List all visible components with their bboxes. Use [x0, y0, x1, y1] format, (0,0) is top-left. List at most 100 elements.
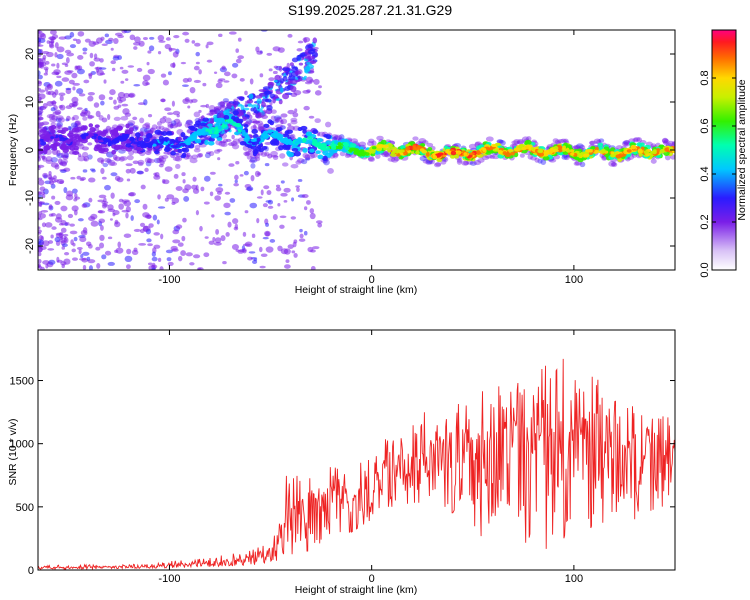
spectrogram-noise-cell [76, 88, 84, 95]
spectrogram-noise-cell [164, 107, 172, 112]
spectrogram-noise-cell [157, 206, 166, 209]
spectrogram-noise-cell [152, 262, 156, 268]
spectrogram-ridge-cell [113, 116, 121, 121]
spectrogram-ridge-cell [671, 141, 675, 147]
spectrogram-ridge-cell [76, 126, 83, 132]
spectrogram-noise-cell [121, 199, 130, 203]
spectrogram-noise-cell [80, 176, 86, 181]
spectrogram-noise-cell [123, 233, 132, 238]
spectrogram-branch-cell [284, 86, 291, 91]
spectrogram-noise-cell [38, 179, 45, 186]
spectrogram-noise-cell [40, 266, 45, 270]
spectrogram-ridge-cell [258, 123, 266, 129]
spectrogram-ridge-cell [62, 148, 69, 153]
spectrogram-ridge-cell [313, 142, 318, 147]
spectrogram-noise-cell [212, 236, 216, 242]
spectrogram-noise-cell [56, 150, 61, 157]
spectrogram-ridge-cell [420, 143, 426, 147]
spectrogram-ridge-cell [302, 138, 307, 143]
spectrogram-noise-cell [318, 85, 322, 89]
spectrogram-ridge-cell [270, 150, 278, 157]
spectrogram-noise-cell [138, 40, 145, 47]
spectrogram-ridge-cell [180, 154, 186, 159]
spectrogram-noise-cell [302, 89, 311, 94]
spectrogram-ridge-cell [151, 138, 158, 144]
spectrogram-ridge-cell [546, 151, 553, 155]
spectrogram-noise-cell [257, 172, 262, 176]
spectrogram-ridge-cell [422, 158, 431, 164]
spectrogram-noise-cell [104, 184, 111, 191]
spectrogram-noise-cell [96, 263, 101, 269]
spectrogram-noise-cell [244, 210, 249, 214]
spectrogram-noise-cell [68, 79, 75, 85]
spectrogram-noise-cell [61, 62, 68, 66]
spectrogram-noise-cell [317, 222, 323, 228]
spectrogram-ridge-cell [636, 137, 643, 143]
spectrogram-noise-cell [76, 68, 85, 75]
spectrogram-ridge-cell [594, 149, 599, 154]
spectrogram-noise-cell [159, 117, 166, 124]
spectrogram-noise-cell [315, 220, 323, 224]
spectrogram-noise-cell [42, 240, 50, 247]
spectrogram-ridge-cell [469, 152, 475, 156]
spectrogram-ridge-cell [368, 157, 375, 162]
spectrogram-noise-cell [124, 255, 133, 263]
spectrogram-ridge-cell [93, 146, 100, 152]
spectrogram-ridge-cell [663, 139, 670, 145]
spectrogram-ridge-cell [161, 127, 170, 132]
spectrogram-noise-cell [295, 185, 300, 188]
spectrogram-noise-cell [122, 108, 130, 115]
spectrogram-ridge-cell [243, 137, 250, 142]
spectrogram-ridge-cell [51, 146, 58, 151]
colorbar-frame [711, 29, 737, 271]
spectrogram-noise-cell [98, 67, 107, 70]
spectrogram-ridge-cell [640, 142, 645, 148]
spectrogram-noise-cell [206, 41, 214, 46]
spectrogram-noise-cell [234, 223, 238, 229]
spectrogram-noise-cell [77, 55, 84, 60]
spectrogram-noise-cell [291, 250, 296, 254]
spectrogram-noise-cell [218, 33, 223, 38]
spectrogram-noise-cell [93, 102, 100, 108]
spectrogram-ridge-cell [80, 111, 88, 117]
spectrogram-ridge-cell [159, 139, 165, 143]
spectrogram-noise-cell [95, 37, 103, 44]
spectrogram-ridge-cell [46, 113, 55, 119]
spectrogram-ridge-cell [562, 145, 566, 150]
spectrogram-ridge-cell [252, 150, 258, 157]
spectrogram-branch-cell [269, 93, 276, 98]
spectrogram-ridge-cell [332, 152, 339, 159]
spectrogram-ridge-cell [160, 131, 168, 136]
spectrogram-ridge-cell [281, 162, 289, 167]
spectrogram-noise-cell [183, 196, 190, 202]
spectrogram-noise-cell [146, 214, 152, 219]
spectrogram-ridge-cell [146, 158, 153, 164]
spectrogram-ridge-cell [419, 148, 425, 152]
spectrogram-noise-cell [38, 74, 43, 80]
spectrogram-ridge-cell [390, 146, 398, 151]
spectrogram-noise-cell [87, 142, 93, 146]
spectrogram-ridge-cell [257, 125, 265, 131]
spectrogram-ridge-cell [49, 118, 58, 123]
spectrogram-noise-cell [229, 198, 236, 203]
spectrogram-ridge-cell [151, 124, 158, 130]
spectrogram-ridge-cell [231, 122, 238, 127]
spectrogram-noise-cell [228, 31, 237, 35]
spectrogram-ridge-cell [273, 115, 282, 120]
spectrogram-noise-cell [82, 264, 87, 270]
spectrogram-noise-cell [143, 99, 148, 106]
spectrogram-noise-cell [88, 72, 93, 77]
spectrogram-ridge-cell [59, 138, 66, 142]
spectrogram-noise-cell [157, 194, 161, 200]
spectrogram-noise-cell [303, 230, 308, 236]
spectrogram-noise-cell [100, 100, 105, 106]
spectrogram-ridge-cell [158, 125, 165, 130]
spectrogram-noise-cell [299, 228, 303, 233]
spectrogram-noise-cell [203, 175, 211, 182]
spectrogram-noise-cell [38, 238, 42, 245]
spectrogram-ridge-cell [412, 147, 419, 151]
snr-y-tick-label: 1500 [10, 376, 34, 388]
spectrogram-ridge-cell [339, 151, 346, 157]
spectrogram-ridge-cell [272, 155, 279, 161]
